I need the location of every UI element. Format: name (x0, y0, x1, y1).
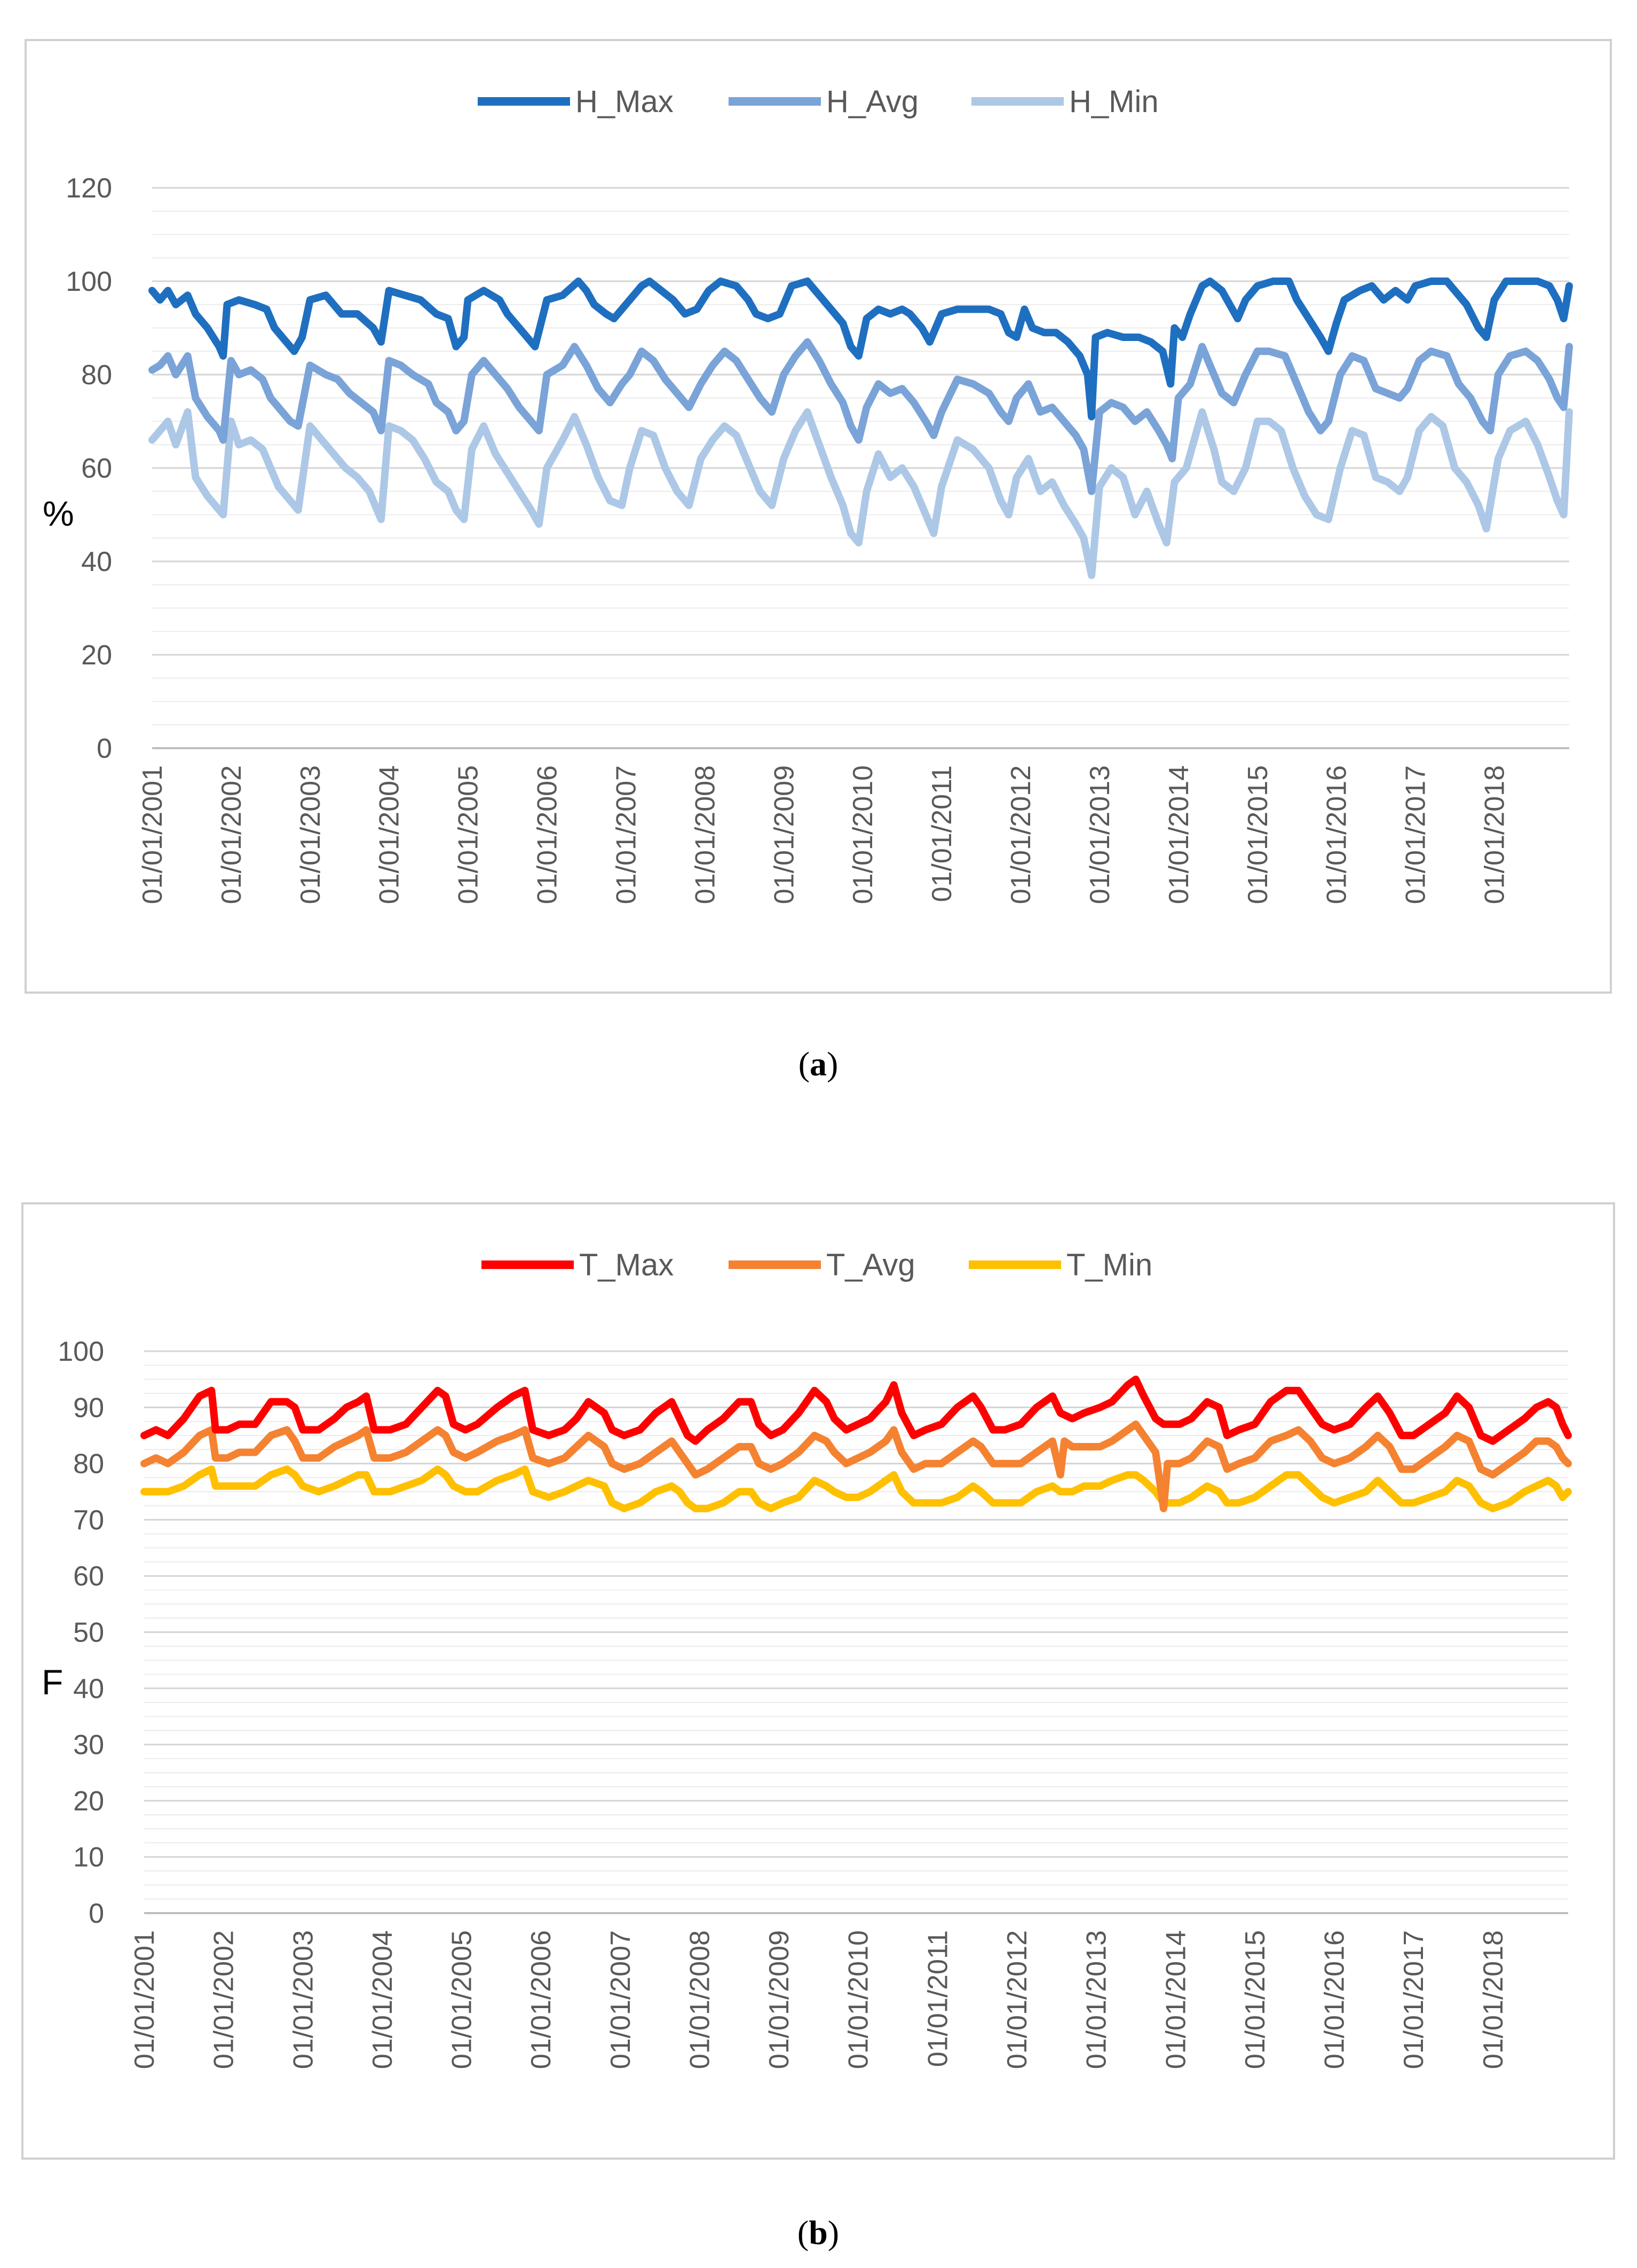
xtick-label: 01/01/2009 (764, 1930, 795, 2069)
xtick-label: 01/01/2012 (1006, 765, 1037, 904)
chart-a-ylabel: % (43, 494, 74, 533)
ytick-label: 100 (58, 1336, 104, 1367)
chart-a-legend: H_Max H_Avg H_Min (478, 84, 1159, 119)
xtick-label: 01/01/2012 (1002, 1930, 1033, 2069)
xtick-label: 01/01/2006 (526, 1930, 557, 2069)
legend-h-avg-label: H_Avg (826, 84, 919, 119)
xtick-label: 01/01/2010 (843, 1930, 874, 2069)
chart-a-series (148, 277, 1573, 580)
legend-h-min-label: H_Min (1069, 84, 1159, 119)
ytick-label: 0 (97, 733, 112, 764)
ytick-label: 80 (81, 360, 112, 391)
xtick-label: 01/01/2018 (1478, 1930, 1509, 2069)
ytick-label: 120 (66, 173, 112, 204)
xtick-label: 01/01/2017 (1401, 765, 1432, 904)
xtick-label: 01/01/2003 (295, 765, 326, 904)
legend-h-max-label: H_Max (575, 84, 674, 119)
xtick-label: 01/01/2008 (690, 765, 721, 904)
chart-a-frame (25, 39, 1612, 994)
ytick-label: 50 (73, 1617, 104, 1648)
ytick-label: 60 (73, 1561, 104, 1592)
xtick-label: 01/01/2016 (1322, 765, 1353, 904)
ytick-label: 10 (73, 1842, 104, 1873)
chart-b-legend: T_Max T_Avg T_Min (481, 1248, 1152, 1282)
chart-b-xtick-labels: 01/01/2001 01/01/2002 01/01/2003 01/01/2004… (129, 1930, 1509, 2069)
ytick-label: 20 (73, 1786, 104, 1817)
xtick-label: 01/01/2010 (848, 765, 879, 904)
xtick-label: 01/01/2017 (1398, 1930, 1429, 2069)
chart-a-xtick-labels: 01/01/2001 01/01/2002 01/01/2003 01/01/2004… (137, 765, 1510, 904)
xtick-label: 01/01/2013 (1085, 765, 1116, 904)
xtick-label: 01/01/2005 (447, 1930, 478, 2069)
chart-b-gridlines (144, 1350, 1568, 1914)
xtick-label: 01/01/2011 (922, 1930, 953, 2067)
legend-t-avg-label: T_Avg (826, 1248, 915, 1282)
xtick-label: 01/01/2005 (453, 765, 484, 904)
legend-t-min-label: T_Min (1066, 1248, 1152, 1282)
series-line-h-max (148, 277, 1573, 421)
chart-a-gridlines (152, 187, 1569, 749)
chart-b-ylabel: F (42, 1662, 63, 1702)
xtick-label: 01/01/2013 (1081, 1930, 1112, 2069)
xtick-label: 01/01/2014 (1160, 1930, 1191, 2069)
xtick-label: 01/01/2015 (1240, 1930, 1271, 2069)
xtick-label: 01/01/2001 (137, 765, 168, 904)
xtick-label: 01/01/2003 (288, 1930, 319, 2069)
ytick-label: 0 (89, 1898, 104, 1929)
series-line-h-avg (148, 338, 1573, 495)
series-line-t-max (140, 1375, 1572, 1445)
xtick-label: 01/01/2004 (374, 765, 405, 904)
ytick-label: 100 (66, 266, 112, 297)
caption-b: (b) (797, 2214, 839, 2251)
xtick-label: 01/01/2004 (367, 1930, 398, 2069)
ytick-label: 70 (73, 1505, 104, 1536)
xtick-label: 01/01/2007 (611, 765, 642, 904)
xtick-label: 01/01/2011 (927, 765, 958, 902)
xtick-label: 01/01/2008 (684, 1930, 715, 2069)
ytick-label: 40 (73, 1674, 104, 1704)
ytick-label: 60 (81, 453, 112, 484)
caption-a: (a) (798, 1045, 839, 1083)
xtick-label: 01/01/2002 (216, 765, 247, 904)
ytick-label: 80 (73, 1449, 104, 1480)
xtick-label: 01/01/2006 (532, 765, 563, 904)
ytick-label: 40 (81, 546, 112, 577)
chart-b-series (140, 1375, 1572, 1512)
xtick-label: 01/01/2002 (209, 1930, 240, 2069)
xtick-label: 01/01/2014 (1164, 765, 1195, 904)
xtick-label: 01/01/2016 (1319, 1930, 1350, 2069)
ytick-label: 30 (73, 1730, 104, 1761)
chart-a-ytick-labels: 0 20 40 60 80 100 120 (66, 173, 112, 764)
series-line-t-min (140, 1465, 1572, 1512)
chart-b-frame (21, 1202, 1615, 2160)
xtick-label: 01/01/2015 (1243, 765, 1274, 904)
legend-t-max-label: T_Max (579, 1248, 674, 1282)
series-line-h-min (148, 408, 1573, 580)
xtick-label: 01/01/2018 (1479, 765, 1510, 904)
xtick-label: 01/01/2007 (605, 1930, 636, 2069)
ytick-label: 90 (73, 1392, 104, 1423)
series-line-t-avg (140, 1420, 1572, 1512)
xtick-label: 01/01/2009 (769, 765, 800, 904)
chart-b-ytick-labels: 0 10 20 30 40 50 60 70 80 90 100 (58, 1336, 104, 1929)
xtick-label: 01/01/2001 (129, 1930, 160, 2069)
ytick-label: 20 (81, 640, 112, 671)
